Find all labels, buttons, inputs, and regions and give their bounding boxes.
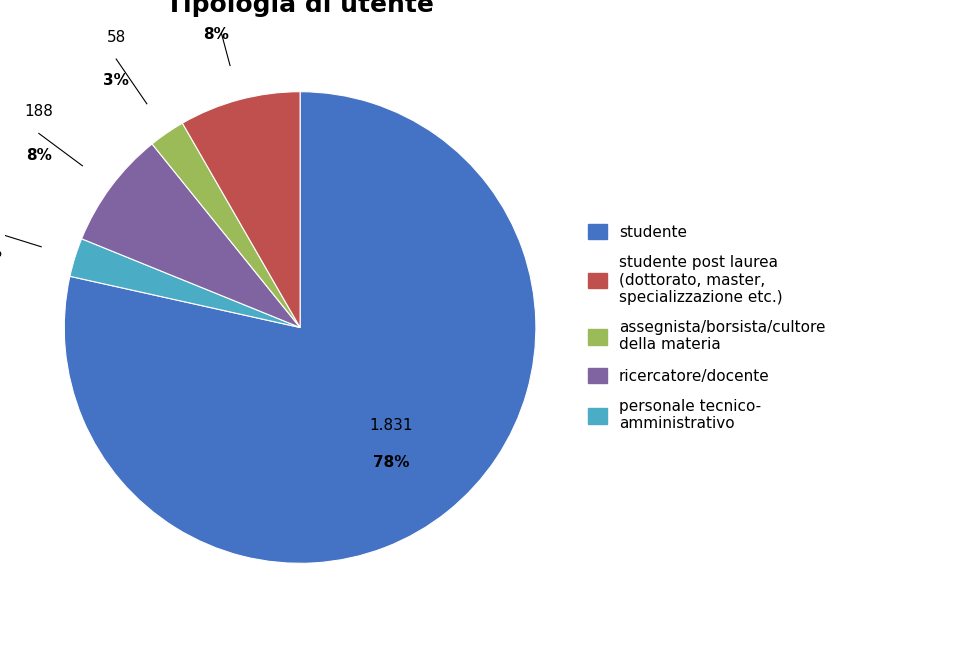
- Wedge shape: [182, 92, 300, 328]
- Text: 3%: 3%: [0, 245, 2, 260]
- Title: Tipologia di utente: Tipologia di utente: [166, 0, 434, 17]
- Wedge shape: [81, 144, 300, 328]
- Text: 8%: 8%: [203, 28, 229, 43]
- Text: 3%: 3%: [104, 73, 129, 88]
- Text: 58: 58: [106, 30, 126, 45]
- Text: 8%: 8%: [26, 147, 52, 162]
- Wedge shape: [70, 239, 300, 328]
- Text: 188: 188: [24, 104, 53, 119]
- Wedge shape: [152, 123, 300, 328]
- Legend: studente, studente post laurea
(dottorato, master,
specializzazione etc.), asseg: studente, studente post laurea (dottorat…: [589, 223, 826, 432]
- Text: 78%: 78%: [374, 455, 409, 470]
- Wedge shape: [64, 92, 536, 563]
- Text: 1.831: 1.831: [370, 417, 413, 432]
